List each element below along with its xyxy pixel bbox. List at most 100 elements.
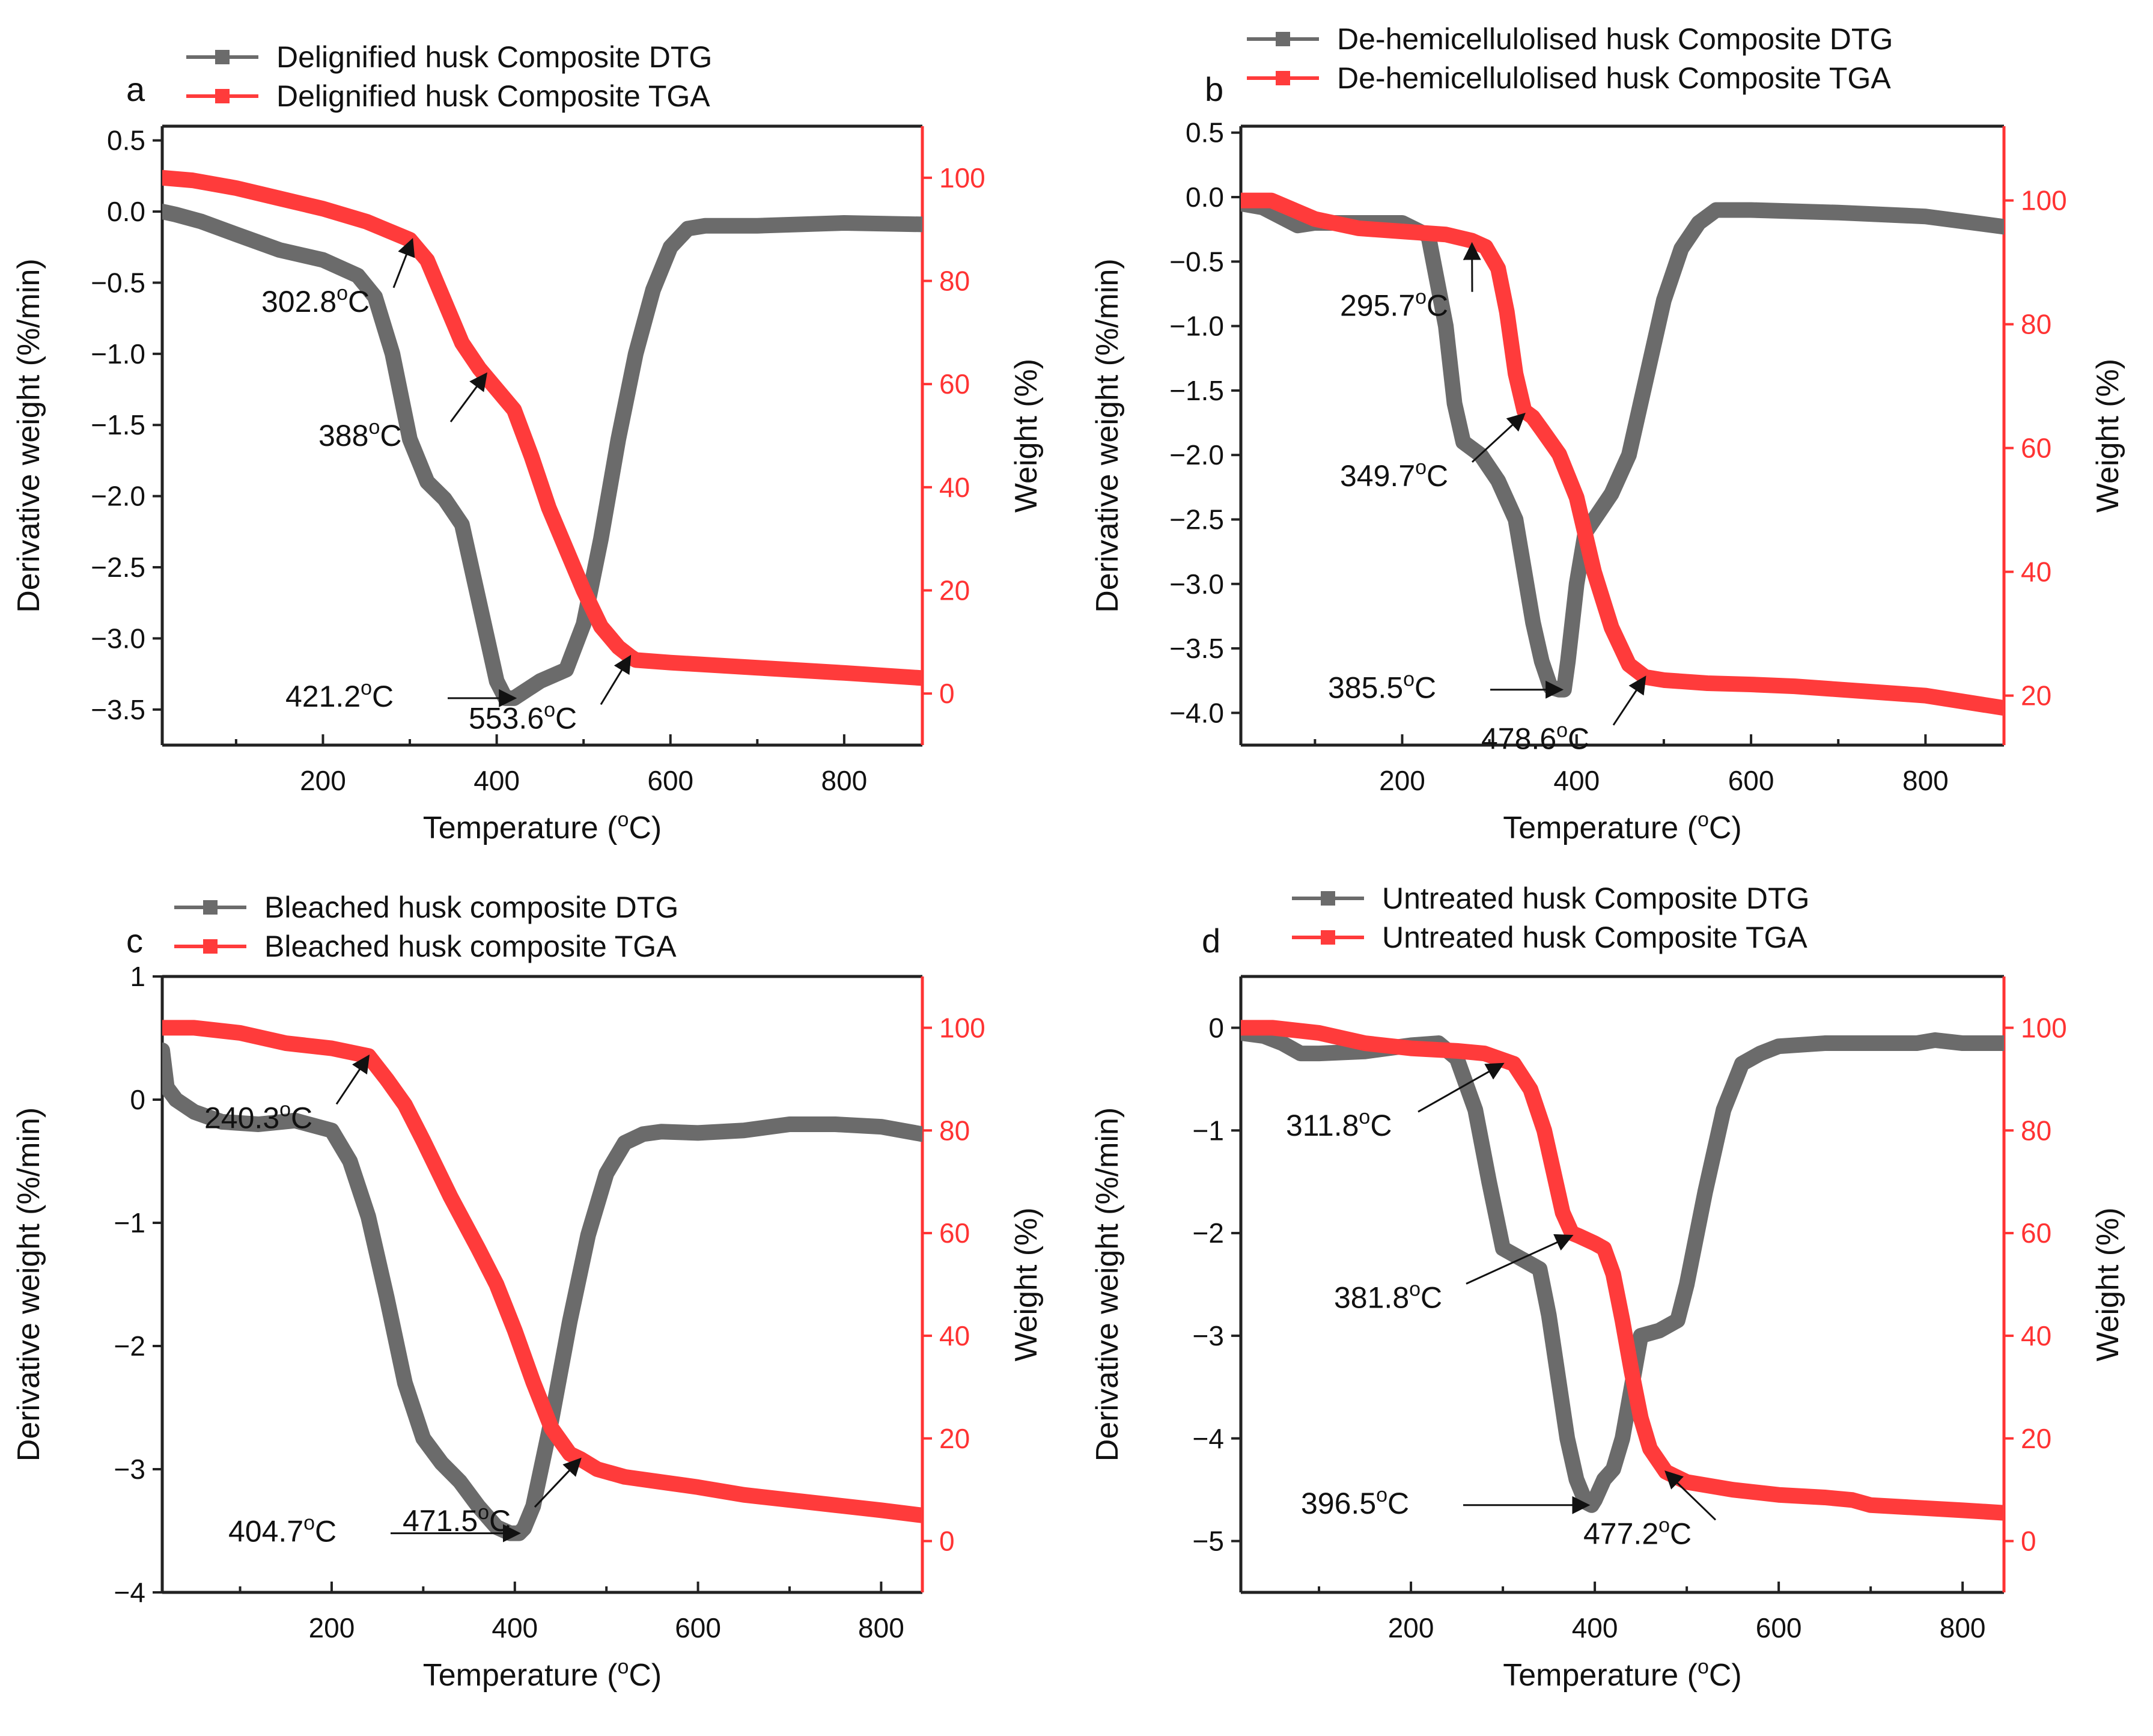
y2-tick-label: 60 <box>939 368 970 400</box>
y-tick-label: −4.0 <box>1169 697 1224 728</box>
panel-a: 200 400 600 8000.50.0−0.5−1.0−1.5−2.0−2.5−3… <box>11 40 1044 845</box>
tga-series-line <box>162 1020 922 1523</box>
x-tick-label: 800 <box>1940 1612 1986 1643</box>
y2-tick-label: 100 <box>2021 1012 2067 1043</box>
x-tick-label: 800 <box>1902 765 1949 796</box>
x-tick-label: 600 <box>1728 765 1774 796</box>
annotation-sup: o <box>337 282 348 305</box>
annotation-sup: o <box>478 1501 489 1524</box>
annotation-arrow <box>600 654 632 705</box>
annotation-unit: C <box>555 701 577 735</box>
x-axis-title-sup: o <box>617 808 629 831</box>
annotation-sup: o <box>1376 1484 1387 1506</box>
x-tick-label: 800 <box>858 1612 904 1643</box>
y-tick-label: −0.5 <box>1169 246 1224 277</box>
y-tick-label: −5 <box>1193 1526 1224 1557</box>
x-axis-title-text: Temperature ( <box>1503 1658 1698 1693</box>
y-tick-label: −0.5 <box>91 267 145 298</box>
y-tick-label: 0 <box>130 1084 145 1115</box>
annotation-label: 349.7oC <box>1340 456 1448 493</box>
annotation-sup: o <box>1415 456 1427 479</box>
y-tick-label: −2.0 <box>1169 439 1224 471</box>
annotation-label: 396.5oC <box>1301 1484 1409 1520</box>
x-axis-title: Temperature (oC) <box>423 1655 662 1693</box>
y2-tick-label: 40 <box>2021 556 2051 588</box>
y-tick-label: −4 <box>1193 1423 1224 1454</box>
legend-label: De-hemicellulolised husk Composite TGA <box>1337 61 1891 95</box>
annotation-unit: C <box>315 1515 337 1549</box>
legend-marker <box>203 939 218 954</box>
y2-tick-label: 80 <box>939 1115 970 1146</box>
y-tick-label: −3.0 <box>91 623 145 654</box>
annotation-arrow <box>1471 412 1526 463</box>
annotation-unit: C <box>1568 722 1589 756</box>
annotation-label: 478.6oC <box>1481 719 1589 756</box>
x-axis-title-end: C) <box>1709 1658 1742 1693</box>
y2-tick-label: 40 <box>2021 1320 2051 1351</box>
x-tick-label: 600 <box>1756 1612 1802 1643</box>
annotation-value: 240.3 <box>204 1101 279 1134</box>
x-axis-title-end: C) <box>1709 811 1742 845</box>
annotation-label: 295.7oC <box>1340 286 1448 323</box>
x-tick-label: 600 <box>647 765 693 796</box>
x-tick-label: 400 <box>1553 765 1600 796</box>
x-tick-label: 400 <box>492 1612 538 1643</box>
x-tick-label: 800 <box>821 765 868 796</box>
annotation-value: 404.7 <box>228 1515 303 1549</box>
legend-marker <box>203 900 218 915</box>
annotation-arrow <box>534 1457 582 1508</box>
y-axis-title: Derivative weight (%/min) <box>1090 258 1125 613</box>
dtg-series-line <box>1241 195 2004 698</box>
x-axis-title-sup: o <box>617 1655 629 1678</box>
annotation-label: 240.3oC <box>204 1098 312 1134</box>
y-tick-label: −2 <box>114 1330 145 1362</box>
annotation-label: 311.8oC <box>1286 1106 1392 1142</box>
x-axis-title: Temperature (oC) <box>1503 808 1741 845</box>
annotation-value: 477.2 <box>1583 1517 1658 1550</box>
x-axis-title-sup: o <box>1698 808 1709 831</box>
panel-letter: b <box>1205 70 1223 108</box>
legend-label: Delignified husk Composite DTG <box>276 40 712 74</box>
y-tick-label: −1.0 <box>91 338 145 370</box>
annotation-sup: o <box>1403 668 1415 691</box>
x-tick-label: 200 <box>1388 1612 1434 1643</box>
y-tick-label: 0.0 <box>1186 181 1224 213</box>
y-tick-label: −2.5 <box>91 552 145 583</box>
annotation-sup: o <box>1658 1514 1670 1537</box>
x-axis-title-text: Temperature ( <box>423 811 618 845</box>
legend-marker <box>215 89 230 103</box>
annotation-value: 381.8 <box>1334 1281 1409 1314</box>
y-tick-label: −3 <box>114 1454 145 1485</box>
annotation-arrow <box>392 238 415 288</box>
annotation-unit: C <box>348 285 370 318</box>
annotation-sup: o <box>368 416 380 439</box>
annotation-arrow <box>335 1054 370 1105</box>
x-tick-label: 200 <box>1379 765 1425 796</box>
x-axis-title-text: Temperature ( <box>1503 811 1698 845</box>
annotation-value: 471.5 <box>403 1504 478 1538</box>
y2-tick-label: 80 <box>939 266 970 297</box>
y-axis-title: Derivative weight (%/min) <box>11 258 46 613</box>
legend-marker <box>1276 32 1290 46</box>
y2-tick-label: 0 <box>939 1526 955 1557</box>
annotation-value: 388 <box>318 419 368 452</box>
y2-tick-label: 100 <box>2021 185 2067 216</box>
legend-label: Delignified husk Composite TGA <box>276 79 710 113</box>
annotation-sup: o <box>1359 1106 1370 1128</box>
x-axis-title-sup: o <box>1698 1655 1709 1678</box>
y-tick-label: −3.5 <box>1169 633 1224 664</box>
y-axis-title: Derivative weight (%/min) <box>11 1107 46 1462</box>
legend-label: Bleached husk composite DTG <box>264 891 678 924</box>
y-tick-label: −1.5 <box>1169 375 1224 406</box>
annotation-sup: o <box>1415 286 1427 309</box>
y-tick-label: −2 <box>1193 1217 1224 1249</box>
y2-tick-label: 60 <box>2021 433 2051 464</box>
annotation-arrow <box>449 372 488 422</box>
y-tick-label: −3 <box>1193 1320 1224 1351</box>
x-tick-label: 200 <box>309 1612 355 1643</box>
annotation-sup: o <box>544 698 555 721</box>
annotation-arrow <box>1466 1234 1574 1285</box>
annotation-sup: o <box>1409 1278 1421 1300</box>
legend-label: De-hemicellulolised husk Composite DTG <box>1337 22 1893 56</box>
